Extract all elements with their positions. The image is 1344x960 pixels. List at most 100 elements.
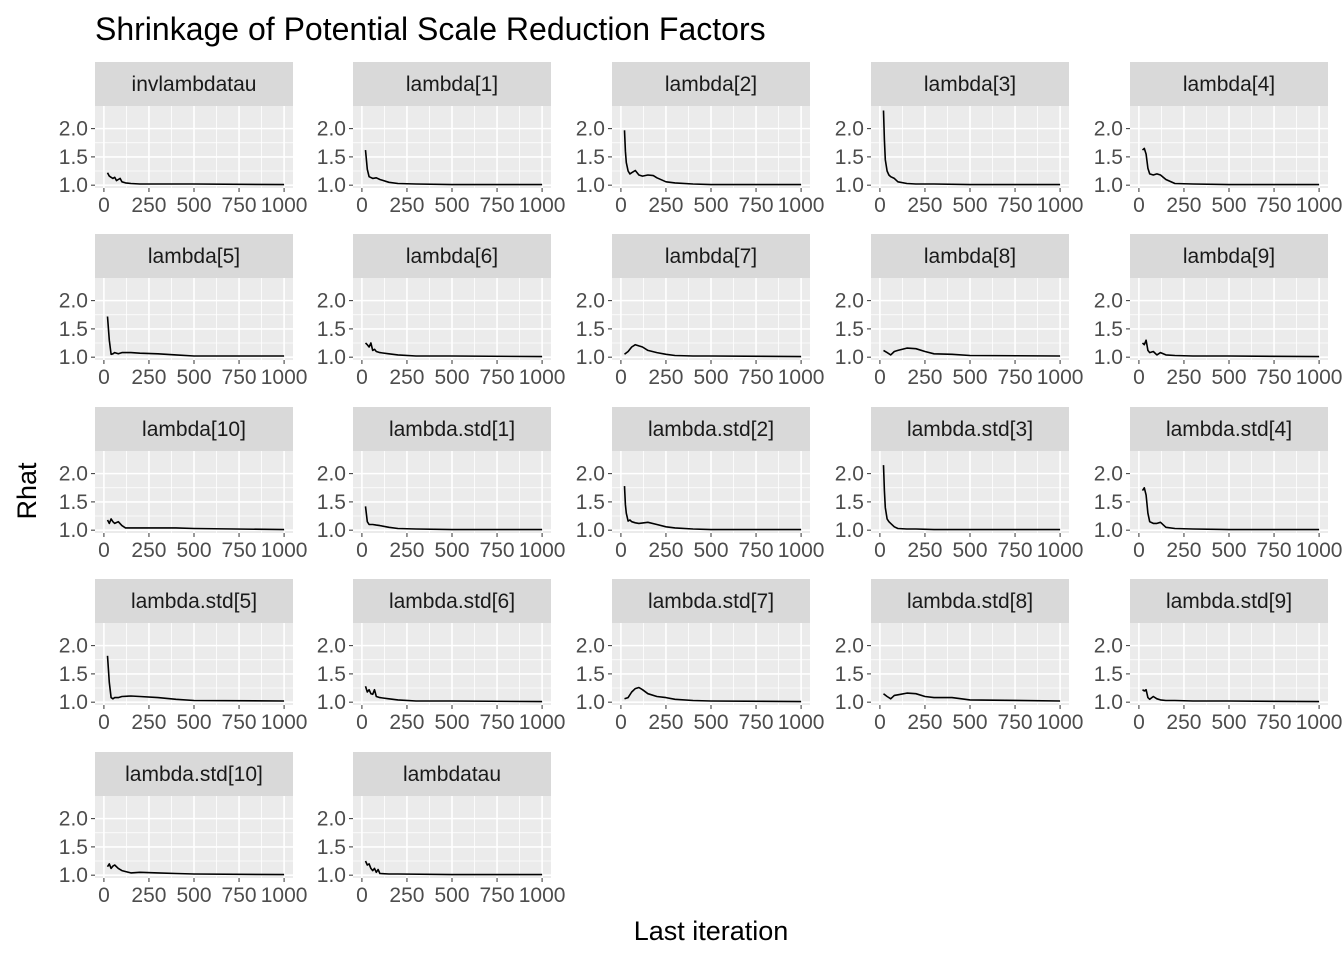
strip-label: lambda[8] <box>924 245 1016 268</box>
y-tick-label: 1.0 <box>317 691 346 714</box>
x-tick-label: 500 <box>176 539 211 562</box>
x-tick-label: 250 <box>648 539 683 562</box>
y-tick-label: 1.0 <box>835 346 864 369</box>
y-tick-label: 2.0 <box>59 808 88 831</box>
y-tick-label: 1.5 <box>317 318 346 341</box>
x-tick-label: 250 <box>907 194 942 217</box>
x-tick-label: 750 <box>480 884 515 907</box>
strip-background <box>871 62 1069 106</box>
facet-lambda-std-10: lambda.std[10] 1.0 1.5 2.0 0 250 500 750 1000 <box>59 752 308 907</box>
x-tick-label: 750 <box>480 194 515 217</box>
x-tick-label: 1000 <box>519 194 566 217</box>
x-tick-label: 0 <box>1133 539 1145 562</box>
y-tick-label: 2.0 <box>59 463 88 486</box>
y-tick-label: 2.0 <box>1094 290 1123 313</box>
x-tick-label: 0 <box>98 539 110 562</box>
x-tick-label: 500 <box>952 711 987 734</box>
y-tick-label: 1.5 <box>835 663 864 686</box>
y-tick-label: 1.0 <box>317 174 346 197</box>
x-tick-label: 1000 <box>1037 366 1084 389</box>
x-tick-label: 1000 <box>1296 711 1343 734</box>
x-tick-label: 0 <box>615 366 627 389</box>
x-tick-label: 250 <box>131 884 166 907</box>
facet-lambda-std-2: lambda.std[2] 1.0 1.5 2.0 0 250 500 750 1000 <box>576 407 824 562</box>
x-tick-label: 1000 <box>1037 539 1084 562</box>
y-tick-label: 1.5 <box>1094 491 1123 514</box>
x-tick-label: 250 <box>648 711 683 734</box>
strip-label: invlambdatau <box>132 73 257 96</box>
x-tick-label: 0 <box>356 366 368 389</box>
y-tick-label: 2.0 <box>59 635 88 658</box>
x-tick-label: 1000 <box>1296 366 1343 389</box>
facet-lambda-4: lambda[4] 1.0 1.5 2.0 0 250 500 750 1000 <box>1094 62 1343 217</box>
x-tick-label: 250 <box>1166 194 1201 217</box>
y-tick-label: 2.0 <box>835 118 864 141</box>
x-tick-label: 0 <box>98 366 110 389</box>
y-tick-label: 1.5 <box>835 146 864 169</box>
facet-lambda-std-4: lambda.std[4] 1.0 1.5 2.0 0 250 500 750 1000 <box>1094 407 1342 562</box>
x-tick-label: 0 <box>356 194 368 217</box>
x-tick-label: 500 <box>952 194 987 217</box>
x-tick-label: 750 <box>480 366 515 389</box>
rhat-line-lambda-9 <box>1141 339 1320 358</box>
facet-lambda-std-5: lambda.std[5] 1.0 1.5 2.0 0 250 500 750 1000 <box>59 579 308 734</box>
strip-label: lambdatau <box>403 763 501 786</box>
rhat-line-lambda-2 <box>623 130 802 186</box>
x-tick-label: 1000 <box>519 884 566 907</box>
y-tick-label: 1.0 <box>576 519 605 542</box>
y-tick-label: 1.0 <box>59 864 88 887</box>
y-tick-label: 2.0 <box>59 118 88 141</box>
y-axis-title: Rhat <box>12 462 42 520</box>
x-tick-label: 0 <box>1133 194 1145 217</box>
strip-background <box>871 579 1069 623</box>
x-tick-label: 500 <box>434 711 469 734</box>
strip-label: lambda.std[10] <box>125 763 263 786</box>
x-tick-label: 0 <box>98 884 110 907</box>
facet-lambda-std-6: lambda.std[6] 1.0 1.5 2.0 0 250 500 750 1000 <box>317 579 565 734</box>
x-tick-label: 250 <box>389 711 424 734</box>
strip-label: lambda.std[4] <box>1166 418 1292 441</box>
x-tick-label: 250 <box>389 539 424 562</box>
y-tick-label: 1.0 <box>1094 691 1123 714</box>
y-tick-label: 2.0 <box>576 635 605 658</box>
x-tick-label: 250 <box>389 366 424 389</box>
x-tick-label: 0 <box>615 194 627 217</box>
x-tick-label: 0 <box>356 711 368 734</box>
x-tick-label: 750 <box>222 539 257 562</box>
x-tick-label: 1000 <box>261 539 308 562</box>
y-tick-label: 1.5 <box>59 318 88 341</box>
y-tick-label: 2.0 <box>576 290 605 313</box>
y-tick-label: 1.5 <box>317 663 346 686</box>
x-tick-label: 1000 <box>261 711 308 734</box>
x-tick-label: 0 <box>1133 711 1145 734</box>
x-tick-label: 500 <box>434 539 469 562</box>
strip-background <box>95 234 293 278</box>
x-tick-label: 1000 <box>778 711 825 734</box>
facet-lambda-9: lambda[9] 1.0 1.5 2.0 0 250 500 750 1000 <box>1094 234 1343 389</box>
y-tick-label: 1.5 <box>59 836 88 859</box>
x-tick-label: 750 <box>1257 539 1292 562</box>
strip-background <box>95 407 293 451</box>
strip-background <box>95 752 293 796</box>
rhat-line-invlambdatau <box>106 172 285 186</box>
strip-label: lambda.std[5] <box>131 590 257 613</box>
strip-label: lambda[6] <box>406 245 498 268</box>
x-tick-label: 1000 <box>1296 194 1343 217</box>
facet-lambda-7: lambda[7] 1.0 1.5 2.0 0 250 500 750 1000 <box>576 234 825 389</box>
y-tick-label: 2.0 <box>1094 635 1123 658</box>
x-tick-label: 750 <box>998 366 1033 389</box>
facet-lambda-2: lambda[2] 1.0 1.5 2.0 0 250 500 750 1000 <box>576 62 824 217</box>
x-tick-label: 500 <box>434 194 469 217</box>
y-tick-label: 2.0 <box>576 463 605 486</box>
strip-label: lambda[5] <box>148 245 240 268</box>
strip-background <box>612 407 810 451</box>
x-tick-label: 500 <box>1211 194 1246 217</box>
y-tick-label: 2.0 <box>317 808 346 831</box>
chart-title: Shrinkage of Potential Scale Reduction F… <box>95 11 766 47</box>
strip-background <box>353 234 551 278</box>
x-tick-label: 250 <box>389 194 424 217</box>
rhat-line-lambdatau <box>364 860 543 876</box>
x-tick-label: 1000 <box>261 884 308 907</box>
x-tick-label: 1000 <box>778 366 825 389</box>
